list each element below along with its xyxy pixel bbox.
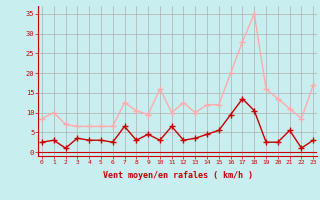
X-axis label: Vent moyen/en rafales ( km/h ): Vent moyen/en rafales ( km/h ) [103,171,252,180]
